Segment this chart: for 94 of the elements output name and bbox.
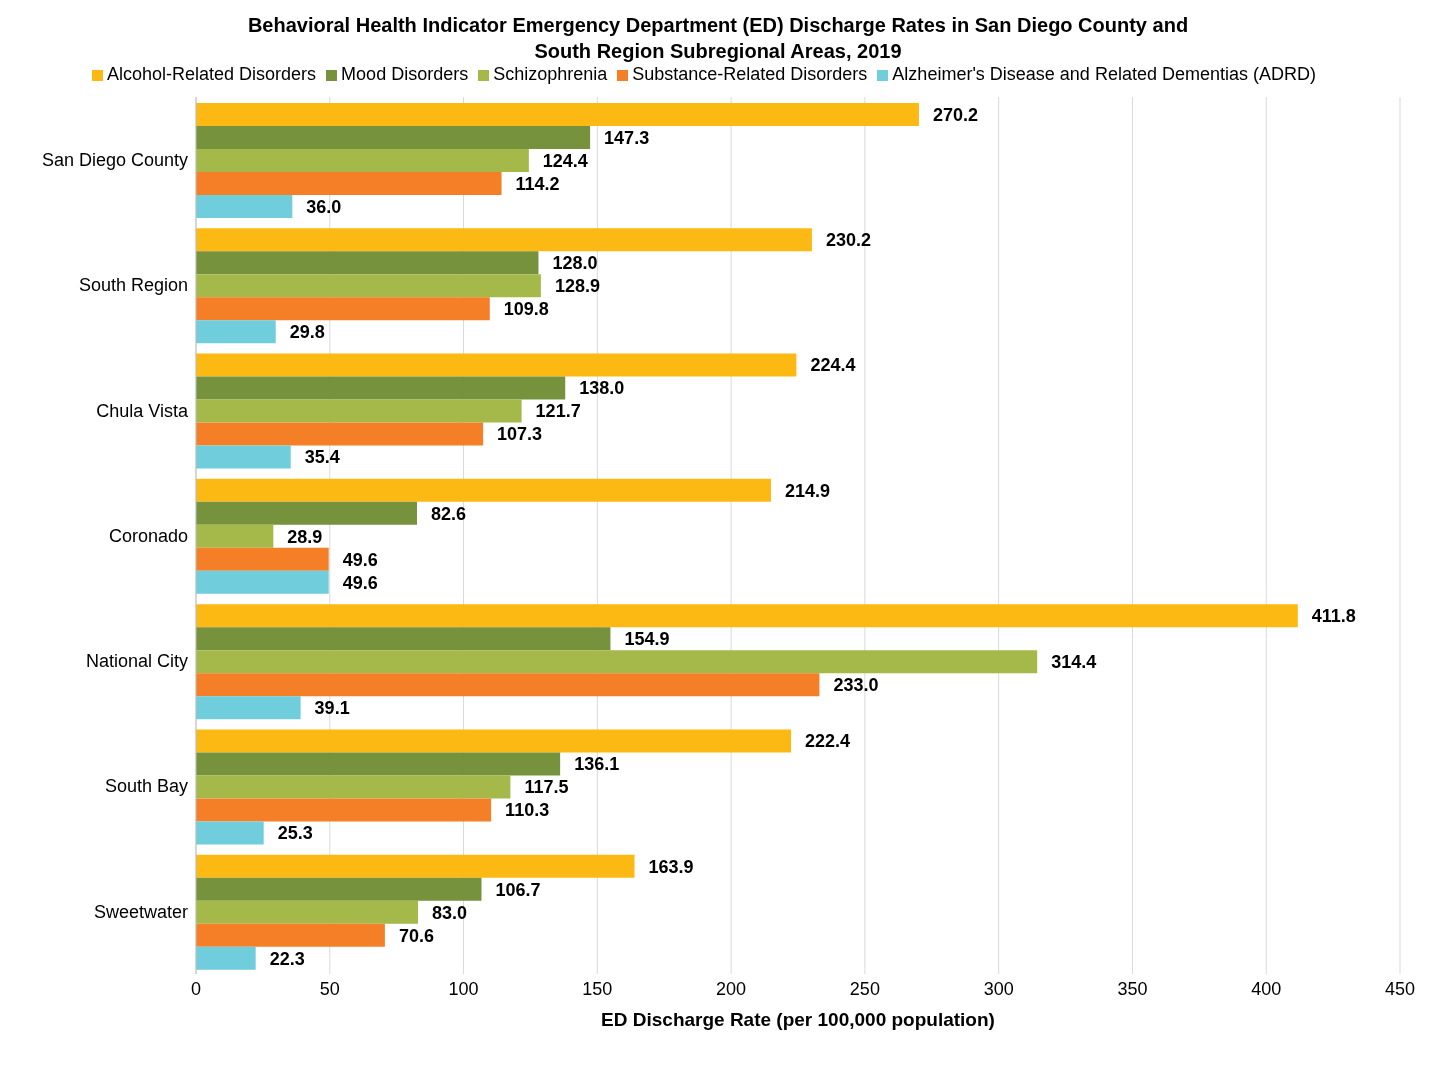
y-tick-label: Sweetwater: [93, 901, 188, 922]
data-label: 35.4: [304, 447, 340, 468]
data-label: 128.9: [554, 276, 600, 297]
y-tick-label: South Bay: [104, 776, 188, 797]
bar: [196, 798, 492, 822]
data-label: 110.3: [505, 800, 550, 821]
bar: [196, 946, 256, 970]
data-label: 83.0: [432, 902, 468, 923]
legend-label: Schizophrenia: [493, 64, 608, 84]
bar: [196, 149, 529, 172]
bar: [196, 900, 419, 924]
bar: [196, 103, 919, 126]
x-tick-label: 250: [849, 978, 880, 999]
data-label: 154.9: [624, 629, 670, 650]
data-label: 25.3: [277, 823, 313, 844]
bar: [196, 172, 502, 195]
legend-label: Mood Disorders: [341, 64, 469, 84]
data-label: 70.6: [398, 925, 434, 946]
data-label: 107.3: [497, 424, 543, 445]
x-tick-label: 200: [716, 978, 747, 999]
bar: [196, 195, 293, 218]
bar: [196, 297, 490, 321]
data-label: 109.8: [503, 299, 549, 320]
data-label: 222.4: [805, 731, 851, 752]
bar: [196, 752, 561, 776]
y-tick-label: National City: [85, 651, 188, 672]
bar: [196, 775, 511, 799]
legend-label: Substance-Related Disorders: [632, 64, 868, 84]
bar: [196, 923, 385, 947]
bar: [196, 228, 812, 252]
bar: [196, 729, 792, 753]
bar: [196, 478, 771, 502]
data-label: 121.7: [535, 401, 581, 422]
data-label: 124.4: [542, 150, 588, 171]
data-label: 22.3: [269, 948, 305, 969]
x-tick-label: 300: [983, 978, 1014, 999]
bar: [196, 353, 797, 377]
bar: [196, 422, 484, 446]
data-label: 136.1: [574, 754, 620, 775]
bar: [196, 376, 566, 400]
x-tick-label: 50: [319, 978, 340, 999]
x-tick-label: 150: [582, 978, 613, 999]
data-label: 49.6: [342, 572, 378, 593]
bar: [196, 627, 611, 651]
bar: [196, 320, 276, 344]
data-label: 138.0: [579, 378, 625, 399]
bar: [196, 501, 417, 525]
data-label: 36.0: [306, 196, 342, 217]
bar: [196, 604, 1298, 628]
x-tick-label: 350: [1117, 978, 1148, 999]
data-label: 39.1: [314, 698, 350, 719]
bar: [196, 445, 291, 469]
bar: [196, 570, 329, 594]
data-label: 233.0: [833, 675, 879, 696]
bar: [196, 650, 1038, 674]
x-tick-label: 400: [1251, 978, 1282, 999]
data-label: 117.5: [524, 777, 569, 798]
bar: [196, 399, 522, 423]
y-tick-label: South Region: [78, 275, 188, 296]
bar: [196, 854, 635, 878]
data-label: 28.9: [287, 526, 323, 547]
data-label: 106.7: [495, 879, 541, 900]
data-label: 114.2: [515, 173, 560, 194]
bar: [196, 274, 541, 298]
data-label: 224.4: [810, 355, 856, 376]
legend-label: Alcohol-Related Disorders: [107, 64, 317, 84]
bar: [196, 673, 820, 697]
x-tick-label: 100: [448, 978, 479, 999]
data-label: 270.2: [932, 104, 978, 125]
data-label: 128.0: [552, 253, 598, 274]
x-axis-title: ED Discharge Rate (per 100,000 population): [601, 1009, 995, 1030]
data-label: 314.4: [1051, 652, 1097, 673]
bar: [196, 877, 482, 901]
bar: [196, 251, 539, 275]
data-label: 82.6: [431, 503, 467, 524]
data-label: 49.6: [342, 549, 378, 570]
data-label: 411.8: [1311, 606, 1356, 627]
chart-title: Behavioral Health Indicator Emergency Department (ED) Discharge Rates in San Diego County and South Region Subregional Areas, 2019: [246, 13, 1190, 64]
data-label: 163.9: [648, 856, 694, 877]
bar: [196, 126, 591, 149]
data-label: 147.3: [604, 127, 650, 148]
bar: [196, 821, 264, 845]
y-tick-label: Chula Vista: [96, 400, 189, 421]
x-tick-label: 0: [190, 978, 202, 999]
data-label: 230.2: [825, 230, 871, 251]
y-tick-label: San Diego County: [41, 150, 188, 171]
data-label: 214.9: [784, 480, 831, 501]
bar: [196, 696, 301, 720]
bar: [196, 547, 329, 571]
data-label: 29.8: [289, 322, 325, 343]
legend-label: Alzheimer's Disease and Related Dementias (ADRD): [892, 64, 1316, 84]
x-tick-label: 450: [1384, 978, 1416, 999]
bar: [196, 524, 274, 548]
y-tick-label: Coronado: [108, 525, 188, 546]
